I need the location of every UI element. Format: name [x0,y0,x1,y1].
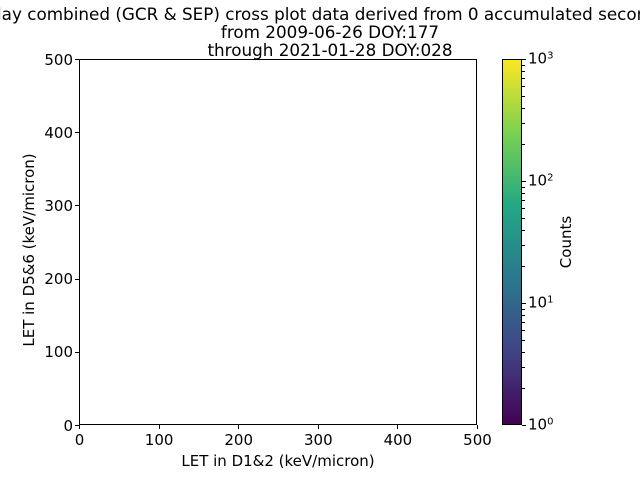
x-tick-mark [397,425,399,429]
x-tick-mark [317,425,319,429]
colorbar-minor-tick-mark [522,95,525,97]
x-tick-label: 300 [303,431,333,449]
colorbar-label: Counts [557,215,575,269]
y-tick-mark [75,132,79,134]
y-tick-label: 100 [44,343,73,362]
y-tick-mark [75,425,79,426]
y-tick-label: 300 [44,196,73,215]
y-axis-label: LET in D5&6 (keV/micron) [20,153,38,347]
colorbar-tick-base: 10 [528,415,548,434]
chart-title-line-1: lay combined (GCR & SEP) cross plot data… [0,4,640,24]
colorbar-minor-tick-mark [522,199,525,201]
y-tick-mark [75,278,79,280]
colorbar-minor-tick-mark [522,107,525,109]
colorbar-tick-base: 10 [528,171,548,190]
colorbar-tick-exponent: 2 [547,172,554,184]
y-tick-label: 500 [44,50,73,69]
colorbar-minor-tick-mark [522,217,525,219]
colorbar-tick-base: 10 [528,49,548,68]
colorbar-minor-tick-mark [522,388,525,390]
colorbar-minor-tick-mark [522,86,525,88]
x-axis-label: LET in D1&2 (keV/micron) [181,452,375,470]
y-tick-label: 0 [63,416,73,435]
colorbar-major-tick-mark [522,425,526,426]
y-tick-mark [75,351,79,353]
y-tick-label: 200 [44,270,73,289]
colorbar-minor-tick-mark [522,321,525,323]
colorbar-major-tick-mark [522,181,526,182]
x-tick-label: 0 [74,431,85,449]
colorbar-major-tick-mark [522,303,526,304]
x-tick-mark [238,425,240,429]
colorbar-minor-tick-mark [522,64,525,66]
colorbar-minor-tick-mark [522,314,525,316]
x-tick-mark [79,425,80,429]
x-tick-label: 100 [144,431,174,449]
x-tick-mark [477,425,478,429]
colorbar-minor-tick-mark [522,229,525,231]
colorbar-minor-tick-mark [522,122,525,124]
chart-title-line-3: through 2021-01-28 DOY:028 [207,40,453,60]
chart-title-line-2: from 2009-06-26 DOY:177 [220,22,440,42]
colorbar-minor-tick-mark [522,330,525,332]
colorbar-tick-exponent: 1 [547,294,554,306]
y-tick-mark [75,205,79,207]
colorbar-tick-label: 100 [528,416,553,434]
colorbar-minor-tick-mark [522,186,525,188]
x-tick-label: 400 [383,431,413,449]
colorbar-minor-tick-mark [522,308,525,310]
colorbar-minor-tick-mark [522,77,525,79]
colorbar-tick-label: 102 [528,172,553,190]
y-tick-mark [75,59,79,60]
colorbar-minor-tick-mark [522,266,525,268]
colorbar-tick-exponent: 3 [547,50,554,62]
x-tick-mark [158,425,160,429]
colorbar [502,59,522,425]
colorbar-tick-label: 101 [528,294,553,312]
colorbar-minor-tick-mark [522,339,525,341]
colorbar-minor-tick-mark [522,366,525,368]
x-tick-label: 500 [463,431,492,449]
colorbar-tick-base: 10 [528,293,548,312]
colorbar-minor-tick-mark [522,144,525,146]
y-tick-label: 400 [44,123,73,142]
colorbar-minor-tick-mark [522,208,525,210]
colorbar-tick-label: 103 [528,50,553,68]
x-tick-label: 200 [224,431,254,449]
colorbar-minor-tick-mark [522,192,525,194]
colorbar-tick-exponent: 0 [547,416,554,428]
colorbar-major-tick-mark [522,59,526,60]
colorbar-minor-tick-mark [522,351,525,353]
plot-area [79,59,477,425]
colorbar-minor-tick-mark [522,244,525,246]
colorbar-minor-tick-mark [522,70,525,72]
